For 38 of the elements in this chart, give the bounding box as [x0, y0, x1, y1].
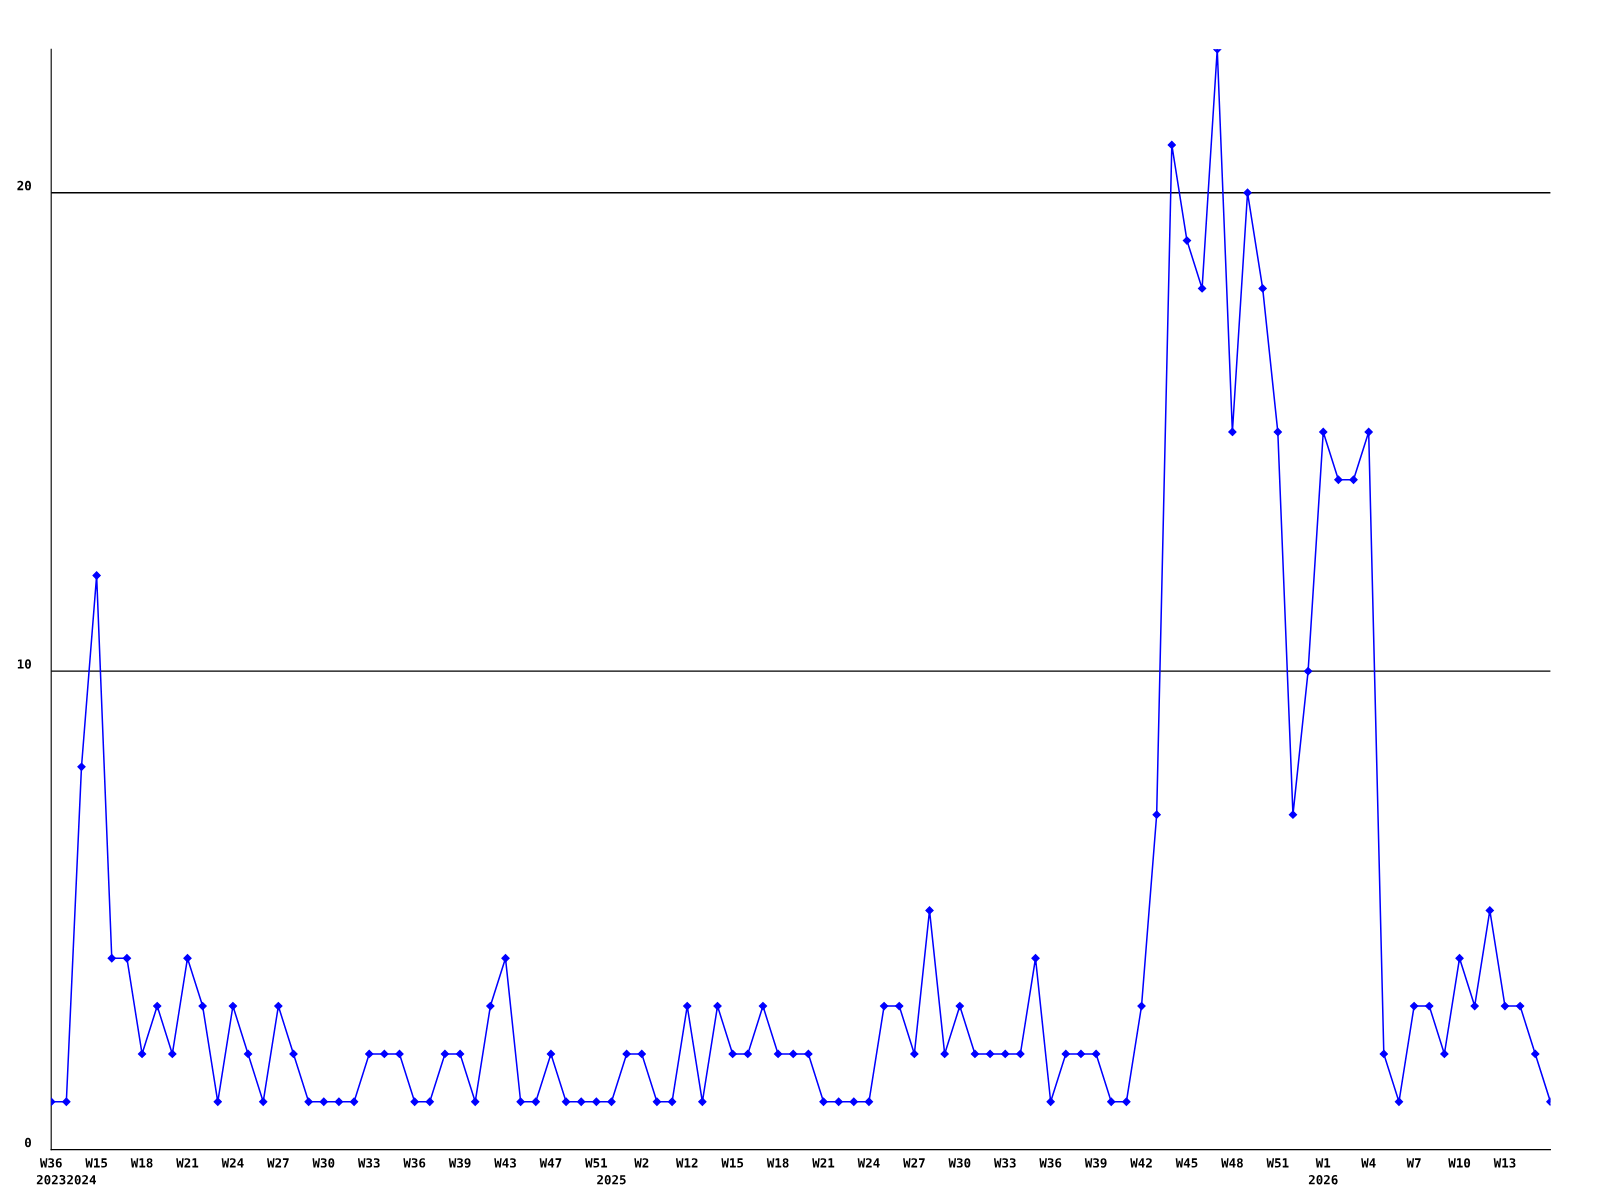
x-tick-label: W1 2026 — [1308, 1158, 1338, 1185]
x-tick-label: W27 — [267, 1158, 289, 1168]
x-tick-label: W39 — [1084, 1158, 1107, 1168]
x-tick-label: W36 — [1039, 1158, 1062, 1168]
x-tick-label: W43 — [494, 1158, 516, 1168]
y-tick-label: 10 — [17, 659, 32, 669]
x-tick-label: W21 — [812, 1158, 835, 1168]
x-tick-label: W18 — [766, 1158, 789, 1168]
x-tick-label: W2 — [634, 1158, 649, 1168]
x-tick-label: W51 — [1266, 1158, 1289, 1168]
x-tick-label: W27 — [903, 1158, 925, 1168]
x-tick-label: W7 — [1406, 1158, 1421, 1168]
x-tick-label: 2024 — [67, 1175, 96, 1185]
x-tick-label: W48 — [1221, 1158, 1243, 1168]
x-tick-label: W10 — [1448, 1158, 1471, 1168]
x-tick-label: W42 — [1130, 1158, 1152, 1168]
x-tick-label: W45 — [1175, 1158, 1198, 1168]
x-tick-label: W36 2023 — [36, 1158, 66, 1185]
x-tick-label: W4 — [1361, 1158, 1376, 1168]
x-tick-label: W36 — [403, 1158, 426, 1168]
x-tick-label: W24 — [221, 1158, 244, 1168]
x-tick-label: W18 — [130, 1158, 153, 1168]
x-tick-label: W39 — [448, 1158, 471, 1168]
x-tick-label: W33 — [993, 1158, 1016, 1168]
x-tick-label: W24 — [857, 1158, 880, 1168]
y-tick-label: 20 — [17, 180, 32, 191]
x-tick-label: W21 — [176, 1158, 199, 1168]
x-tick-label: W15 — [721, 1158, 744, 1168]
x-tick-label: W30 — [312, 1158, 335, 1168]
x-tick-label: W13 — [1493, 1158, 1516, 1168]
x-tick-label: W15 — [85, 1158, 108, 1168]
x-tick-label: 2025 — [597, 1175, 626, 1185]
x-tick-label: W30 — [948, 1158, 971, 1168]
x-tick-label: W33 — [357, 1158, 380, 1168]
x-tick-label: W12 — [675, 1158, 698, 1168]
y-tick-label: 0 — [24, 1137, 32, 1148]
x-tick-label: W47 — [539, 1158, 562, 1168]
x-tick-label: W51 — [585, 1158, 608, 1168]
